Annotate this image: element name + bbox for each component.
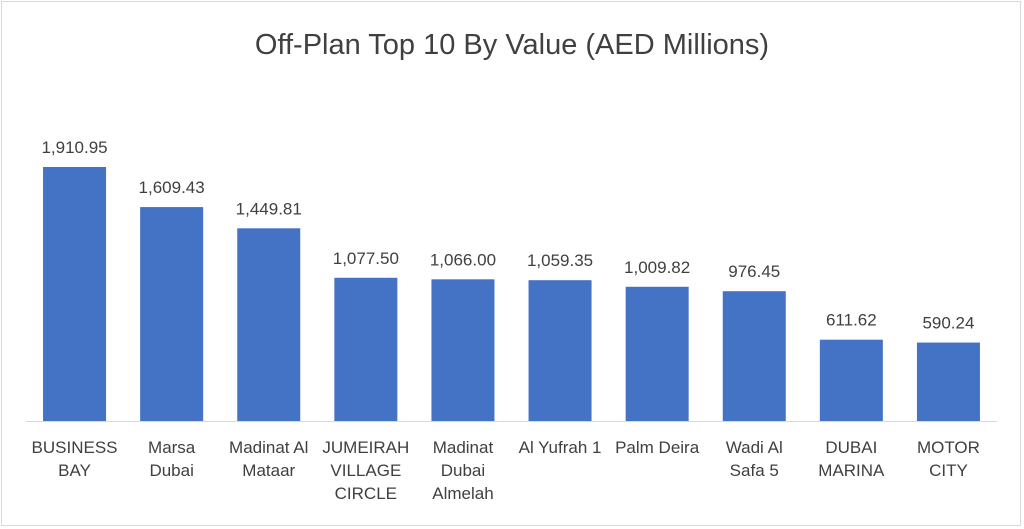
chart-title: Off-Plan Top 10 By Value (AED Millions): [255, 29, 769, 61]
bar: [237, 228, 301, 421]
x-tick-label: Marsa: [148, 438, 196, 457]
x-tick-label: Mataar: [242, 461, 295, 480]
x-tick-label: Dubai: [149, 461, 193, 480]
x-tick-label: MOTOR: [917, 438, 980, 457]
x-tick-label: CITY: [929, 461, 968, 480]
data-label: 1,609.43: [139, 178, 205, 197]
bar: [334, 277, 398, 421]
x-tick-label: Madinat: [433, 438, 494, 457]
data-label: 1,449.81: [236, 199, 302, 218]
bar: [140, 207, 204, 421]
x-tick-label: Safa 5: [730, 461, 779, 480]
x-tick-label: Dubai: [441, 461, 485, 480]
x-tick-label: JUMEIRAH: [322, 438, 409, 457]
x-tick-label: Palm Deira: [615, 438, 700, 457]
data-label: 1,059.35: [527, 251, 593, 270]
x-tick-label: Wadi Al: [726, 438, 783, 457]
x-tick-label: BAY: [58, 461, 91, 480]
x-tick-label: Al Yufrah 1: [519, 438, 602, 457]
data-label: 1,077.50: [333, 249, 399, 268]
bar: [43, 167, 107, 421]
x-tick-label: MARINA: [818, 461, 885, 480]
bar: [625, 286, 689, 421]
bar: [528, 280, 592, 421]
data-label: 590.24: [922, 314, 974, 333]
bar: [819, 339, 883, 421]
x-tick-label: Madinat Al: [229, 438, 308, 457]
x-tick-label: VILLAGE: [330, 461, 401, 480]
data-label: 1,066.00: [430, 250, 496, 269]
x-tick-label: CIRCLE: [335, 484, 397, 503]
bar: [916, 342, 980, 421]
x-tick-label: Almelah: [432, 484, 493, 503]
data-label: 1,009.82: [624, 258, 690, 277]
data-label: 1,910.95: [41, 138, 107, 157]
bar: [431, 279, 495, 421]
x-tick-label: BUSINESS: [32, 438, 118, 457]
x-tick-label: DUBAI: [825, 438, 877, 457]
bar: [722, 291, 786, 421]
data-label: 976.45: [728, 262, 780, 281]
data-label: 611.62: [826, 311, 877, 330]
